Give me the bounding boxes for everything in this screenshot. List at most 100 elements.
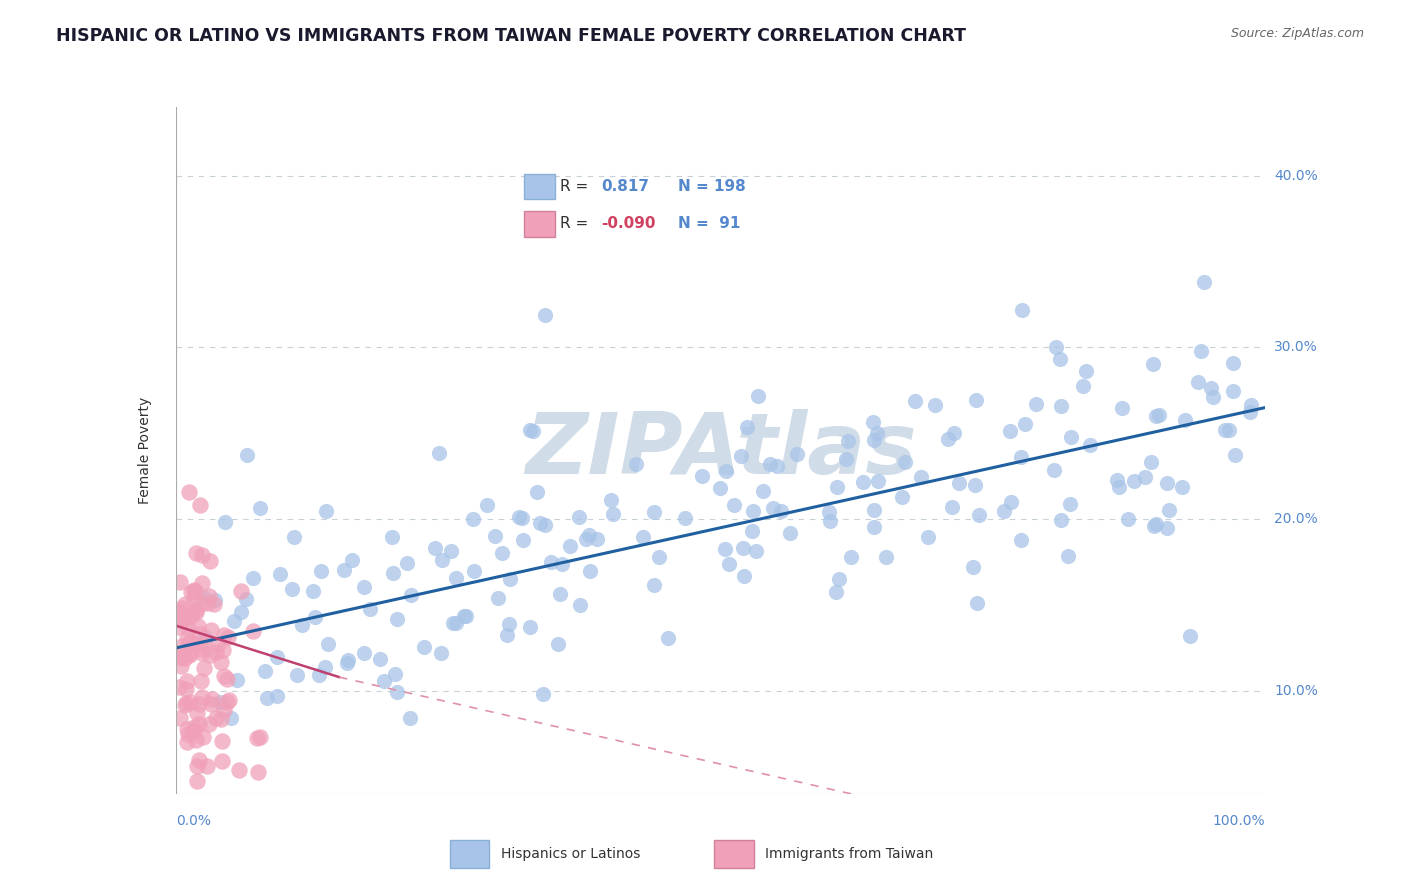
Point [531, 687, 554, 701]
Point [512, 533, 534, 548]
Point [179, 636, 201, 650]
Point [876, 549, 898, 564]
Point [179, 647, 201, 661]
Text: Source: ZipAtlas.com: Source: ZipAtlas.com [1230, 27, 1364, 40]
Point [301, 584, 323, 599]
Point [839, 549, 862, 564]
Point [169, 647, 191, 661]
Point [353, 580, 375, 594]
Point [187, 698, 209, 712]
Point [1025, 397, 1047, 411]
Point [579, 564, 602, 578]
Text: -0.090: -0.090 [600, 216, 655, 230]
Point [1049, 512, 1071, 526]
Text: N = 198: N = 198 [678, 179, 745, 194]
Point [540, 555, 562, 569]
Text: 30.0%: 30.0% [1274, 341, 1317, 354]
Point [314, 659, 336, 673]
Point [942, 426, 965, 441]
Point [169, 711, 191, 725]
Point [837, 434, 859, 448]
Point [496, 628, 519, 642]
Point [256, 690, 278, 705]
Point [817, 505, 839, 519]
Text: 0.0%: 0.0% [176, 814, 211, 829]
Point [1142, 357, 1164, 371]
Point [1171, 480, 1194, 494]
Point [1111, 401, 1133, 416]
Point [204, 597, 226, 611]
Point [733, 569, 755, 583]
Point [235, 591, 257, 606]
Point [602, 508, 624, 522]
Text: 100.0%: 100.0% [1213, 814, 1265, 829]
Point [491, 546, 513, 560]
Point [1010, 533, 1032, 547]
Point [177, 727, 200, 741]
Text: N =  91: N = 91 [678, 216, 740, 230]
Point [1156, 476, 1178, 491]
Point [205, 711, 228, 725]
Point [217, 695, 239, 709]
Point [211, 733, 233, 747]
Point [219, 711, 242, 725]
Point [269, 567, 291, 582]
Point [965, 477, 987, 491]
Point [204, 593, 226, 607]
Point [1156, 521, 1178, 535]
Point [741, 524, 763, 538]
FancyBboxPatch shape [524, 174, 555, 200]
Point [201, 692, 224, 706]
Point [281, 582, 304, 596]
Point [575, 532, 598, 546]
Point [214, 515, 236, 529]
Point [998, 424, 1021, 438]
Point [967, 508, 990, 522]
Point [333, 563, 356, 577]
Point [690, 469, 713, 483]
Point [228, 763, 250, 777]
Point [1108, 480, 1130, 494]
Point [212, 628, 235, 642]
Point [825, 480, 848, 494]
Point [966, 596, 988, 610]
Point [586, 532, 609, 546]
Point [188, 717, 211, 731]
Point [212, 643, 235, 657]
Point [1043, 462, 1066, 476]
Point [567, 509, 589, 524]
Point [285, 668, 308, 682]
Point [643, 505, 665, 519]
Point [249, 500, 271, 515]
Point [818, 514, 841, 528]
Point [1123, 474, 1146, 488]
Point [786, 447, 808, 461]
Point [430, 553, 453, 567]
Point [1202, 390, 1225, 404]
Point [1144, 409, 1167, 423]
Point [1187, 375, 1209, 389]
Point [723, 498, 745, 512]
Point [195, 759, 218, 773]
Point [395, 557, 418, 571]
Point [904, 394, 927, 409]
Point [218, 693, 240, 707]
Point [373, 674, 395, 689]
Point [197, 596, 219, 610]
Point [578, 527, 600, 541]
Text: Hispanics or Latinos: Hispanics or Latinos [501, 847, 640, 861]
Text: R =: R = [560, 216, 588, 230]
Point [183, 584, 205, 599]
Point [266, 689, 288, 703]
Point [266, 650, 288, 665]
Point [208, 695, 231, 709]
Point [247, 765, 270, 780]
Text: 0.817: 0.817 [600, 179, 650, 194]
Point [1225, 448, 1247, 462]
Point [1213, 423, 1236, 437]
Point [184, 546, 207, 560]
Point [730, 449, 752, 463]
Text: R =: R = [560, 179, 588, 194]
Point [224, 614, 246, 628]
Point [825, 585, 848, 599]
